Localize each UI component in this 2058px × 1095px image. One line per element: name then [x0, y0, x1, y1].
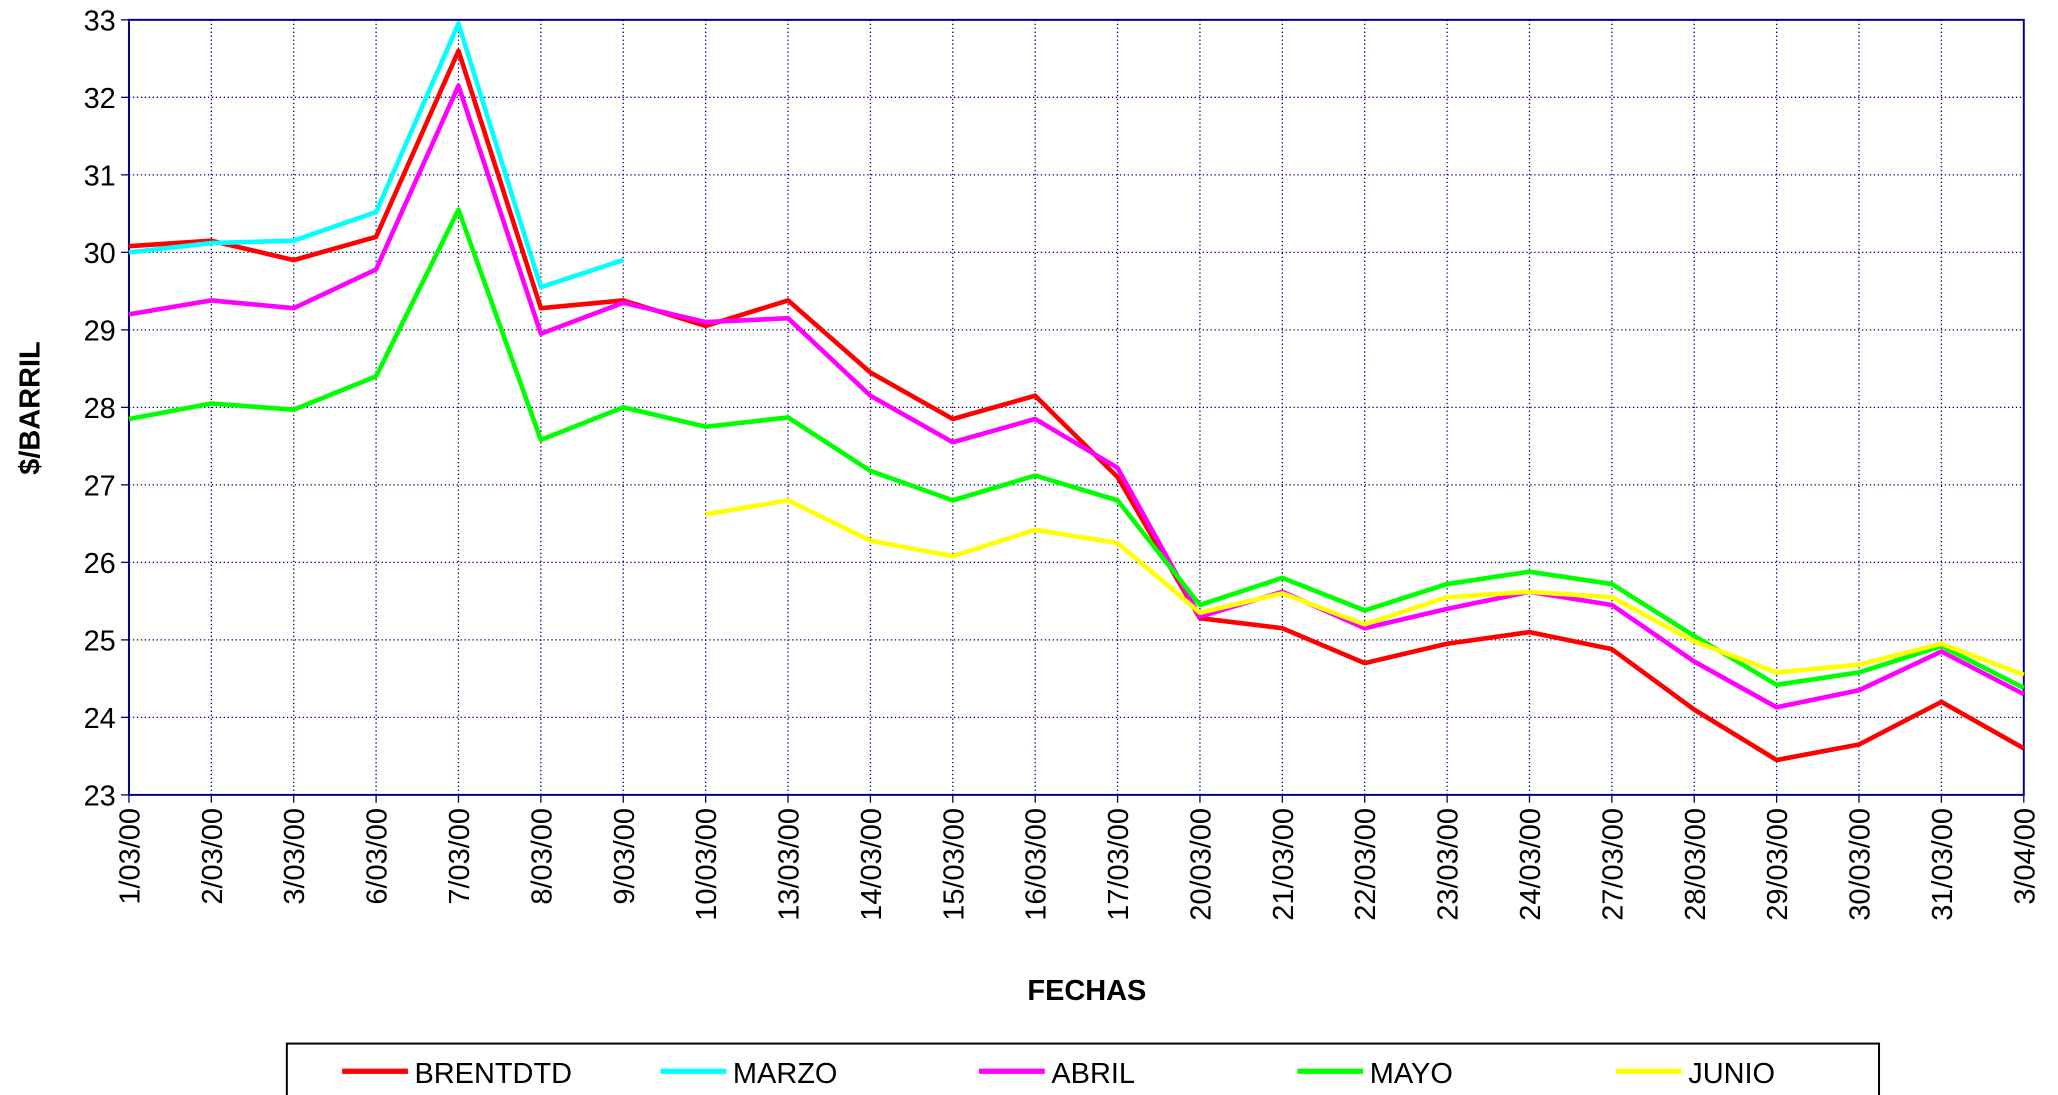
x-tick-label: 29/03/00: [1762, 808, 1794, 921]
series-line: [705, 498, 2025, 677]
x-tick-label: 28/03/00: [1680, 808, 1712, 921]
x-tick-label: 9/03/00: [609, 808, 641, 905]
x-tick-label: 27/03/00: [1597, 808, 1629, 921]
x-tick-label: 20/03/00: [1185, 808, 1217, 921]
x-tick-label: 23/03/00: [1433, 808, 1465, 921]
x-tick-label: 22/03/00: [1350, 808, 1382, 921]
x-axis-title: FECHAS: [1027, 975, 1146, 1007]
series-line: [128, 83, 2025, 710]
x-tick-label: 7/03/00: [444, 808, 476, 905]
legend-label: JUNIO: [1688, 1058, 1775, 1090]
x-tick-label: 30/03/00: [1845, 808, 1877, 921]
legend-label: MARZO: [733, 1058, 838, 1090]
series-line: [128, 21, 624, 290]
legend: [285, 1042, 1881, 1095]
y-tick-label: 33: [84, 5, 116, 37]
y-tick-label: 29: [84, 315, 116, 347]
x-tick-label: 17/03/00: [1103, 808, 1135, 921]
x-tick-label: 14/03/00: [856, 808, 888, 921]
x-tick-label: 31/03/00: [1927, 808, 1959, 921]
y-tick-label: 31: [84, 160, 116, 192]
series-line: [128, 48, 2025, 763]
x-tick-label: 6/03/00: [362, 808, 394, 905]
x-tick-label: 2/03/00: [197, 808, 229, 905]
x-tick-label: 10/03/00: [691, 808, 723, 921]
y-axis-title: $/BARRIL: [14, 341, 46, 474]
y-tick-label: 30: [84, 238, 116, 270]
y-tick-label: 28: [84, 393, 116, 425]
y-tick-label: 23: [84, 780, 116, 812]
y-tick-label: 32: [84, 83, 116, 115]
x-tick-label: 16/03/00: [1021, 808, 1053, 921]
legend-label: BRENTDTD: [414, 1058, 572, 1090]
x-tick-label: 24/03/00: [1515, 808, 1547, 921]
x-tick-label: 3/03/00: [279, 808, 311, 905]
x-tick-label: 15/03/00: [938, 808, 970, 921]
y-tick-label: 25: [84, 625, 116, 657]
x-tick-label: 1/03/00: [114, 808, 146, 905]
y-tick-label: 24: [84, 703, 116, 735]
x-tick-label: 8/03/00: [526, 808, 558, 905]
x-tick-label: 21/03/00: [1268, 808, 1300, 921]
x-tick-label: 3/04/00: [2009, 808, 2041, 905]
y-tick-label: 27: [84, 470, 116, 502]
y-tick-label: 26: [84, 548, 116, 580]
legend-label: MAYO: [1370, 1058, 1453, 1090]
legend-label: ABRIL: [1051, 1058, 1135, 1090]
x-tick-label: 13/03/00: [774, 808, 806, 921]
